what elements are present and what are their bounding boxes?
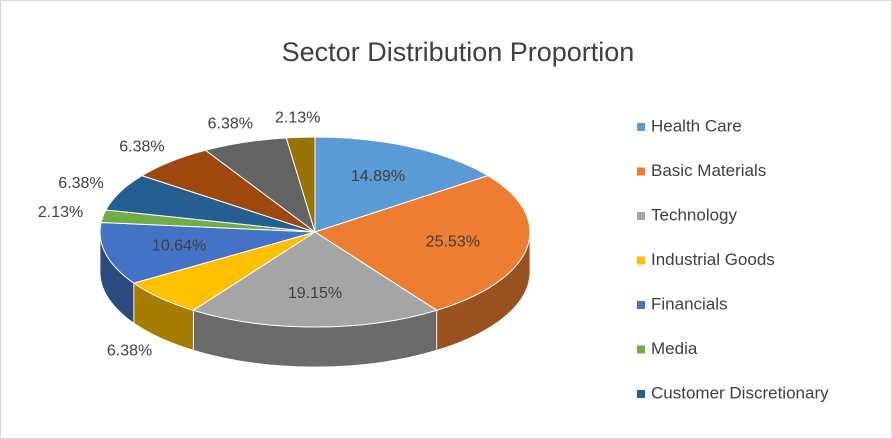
legend-swatch bbox=[637, 123, 645, 131]
legend-swatch bbox=[637, 167, 645, 176]
slice bbox=[285, 136, 316, 233]
data-label: 19.15% bbox=[288, 285, 342, 302]
chart-title: Sector Distribution Proportion bbox=[282, 37, 635, 67]
data-label: 6.38% bbox=[107, 342, 152, 359]
data-label: 2.13% bbox=[38, 204, 83, 221]
legend-swatch bbox=[637, 301, 645, 309]
slice bbox=[314, 136, 490, 233]
legend-label: Health Care bbox=[651, 116, 742, 135]
legend-swatch bbox=[637, 212, 645, 220]
legend-swatch bbox=[637, 390, 645, 398]
data-label: 25.53% bbox=[426, 233, 480, 250]
legend-swatch bbox=[637, 345, 645, 354]
legend-swatch bbox=[637, 256, 645, 265]
slice bbox=[313, 175, 531, 311]
slice bbox=[99, 221, 316, 284]
legend-label: Financials bbox=[651, 294, 728, 313]
legend-label: Industrial Goods bbox=[651, 250, 775, 269]
legend-label: Basic Materials bbox=[651, 161, 766, 180]
data-label: 6.38% bbox=[58, 175, 103, 192]
legend-label: Technology bbox=[651, 205, 738, 224]
data-label: 6.38% bbox=[119, 139, 164, 156]
legend-label: Media bbox=[651, 339, 698, 358]
data-label: 6.38% bbox=[208, 116, 253, 133]
data-label: 2.13% bbox=[275, 109, 320, 126]
slice bbox=[192, 231, 438, 328]
data-label: 10.64% bbox=[152, 238, 206, 255]
data-label: 14.89% bbox=[351, 168, 405, 185]
legend-label: Customer Discretionary bbox=[651, 383, 829, 402]
